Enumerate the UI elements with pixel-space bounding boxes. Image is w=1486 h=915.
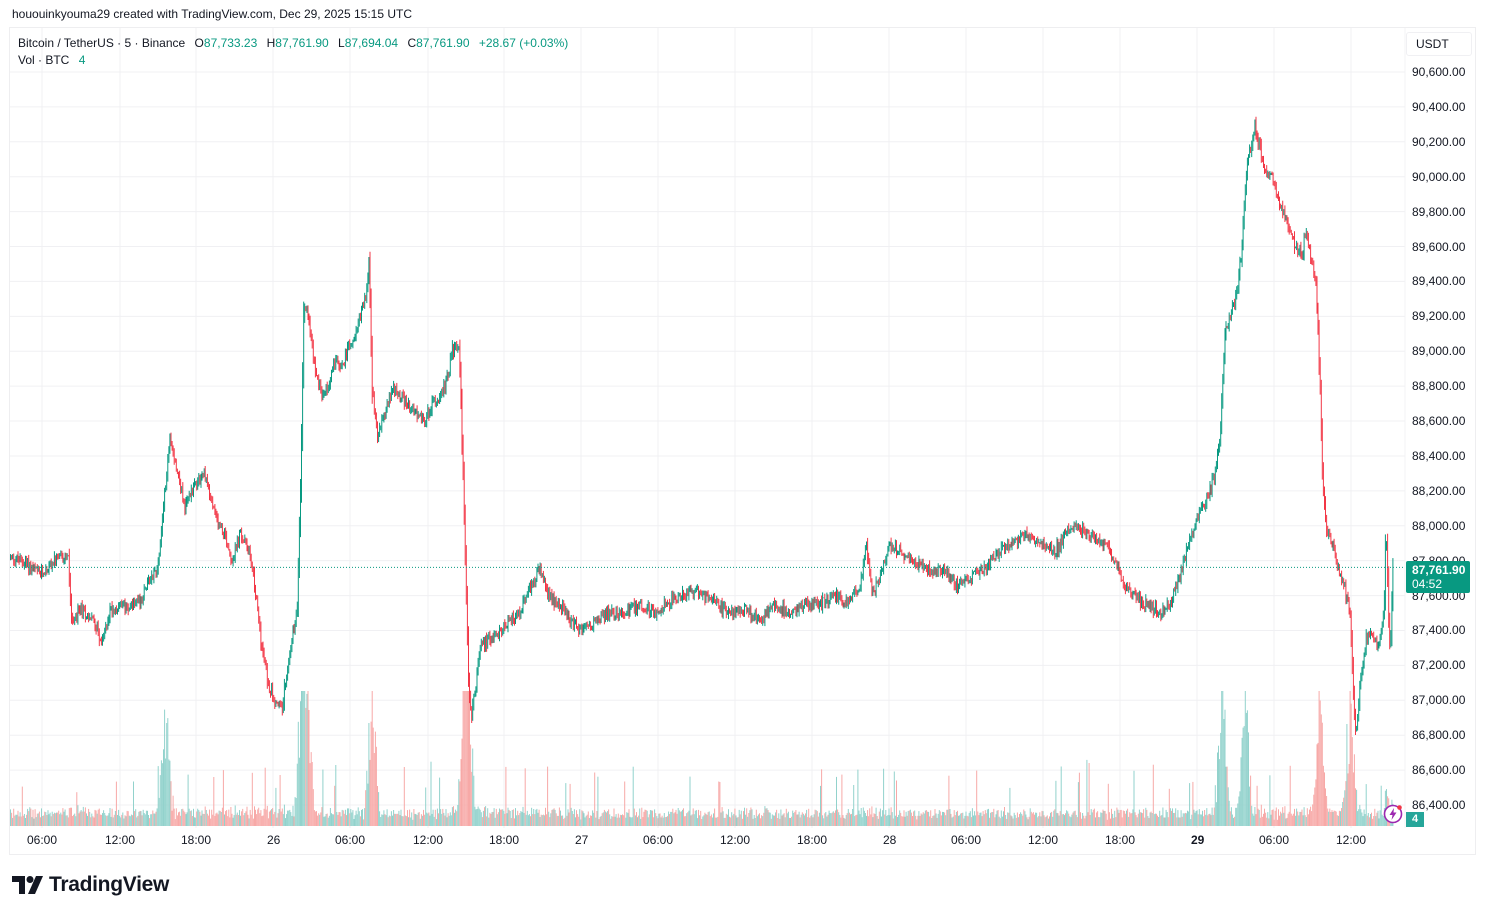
price-tick-label: 90,400.00 [1412, 99, 1466, 114]
time-tick-label: 27 [575, 833, 589, 847]
price-tick-label: 88,600.00 [1412, 414, 1466, 429]
price-tick-label: 88,400.00 [1412, 448, 1466, 463]
time-tick-label: 28 [883, 833, 897, 847]
chart-legend: Bitcoin / TetherUS · 5 · Binance O87,733… [18, 35, 568, 69]
time-tick-label: 18:00 [489, 833, 520, 847]
time-tick-label: 06:00 [951, 833, 982, 847]
tradingview-wordmark: TradingView [49, 873, 170, 896]
price-tick-label: 89,200.00 [1412, 309, 1466, 324]
time-tick-label: 06:00 [643, 833, 674, 847]
price-tick-label: 88,000.00 [1412, 518, 1466, 533]
change-value: +28.67 (+0.03%) [478, 36, 569, 50]
price-tick-label: 86,800.00 [1412, 728, 1466, 743]
last-price-badge: 87,761.90 04:52 [1406, 561, 1470, 593]
open-value: 87,733.23 [203, 36, 258, 50]
price-tick-label: 89,600.00 [1412, 239, 1466, 254]
time-tick-label: 06:00 [1259, 833, 1290, 847]
time-tick-label: 12:00 [1028, 833, 1059, 847]
time-tick-label: 12:00 [413, 833, 444, 847]
time-tick-label: 29 [1191, 833, 1205, 847]
price-tick-label: 90,200.00 [1412, 134, 1466, 149]
time-tick-label: 26 [267, 833, 281, 847]
time-tick-label: 18:00 [1105, 833, 1136, 847]
time-tick-label: 12:00 [1336, 833, 1367, 847]
candlestick-series [10, 116, 1394, 735]
symbol-title[interactable]: Bitcoin / TetherUS · 5 · Binance [18, 36, 186, 50]
ohlc-row: Bitcoin / TetherUS · 5 · Binance O87,733… [18, 35, 568, 52]
time-tick-label: 06:00 [27, 833, 58, 847]
tradingview-logo-icon [12, 876, 43, 894]
time-tick-label: 18:00 [181, 833, 212, 847]
last-price-value: 87,761.90 [1412, 563, 1466, 577]
price-tick-label: 89,000.00 [1412, 344, 1466, 359]
volume-value: 4 [78, 53, 86, 67]
attribution-text: hououinkyouma29 created with TradingView… [12, 7, 413, 21]
price-tick-label: 90,000.00 [1412, 169, 1466, 184]
chart-frame [9, 27, 1476, 855]
price-tick-label: 90,600.00 [1412, 65, 1466, 79]
volume-bars [10, 691, 1394, 826]
time-tick-label: 12:00 [105, 833, 136, 847]
price-tick-label: 87,000.00 [1412, 693, 1466, 708]
volume-badge: 4 [1406, 812, 1424, 827]
lightning-alert-icon[interactable] [1383, 804, 1403, 824]
price-tick-label: 89,400.00 [1412, 274, 1466, 289]
currency-button[interactable]: USDT [1406, 32, 1472, 56]
close-label: C [407, 36, 417, 50]
bar-countdown: 04:52 [1412, 577, 1443, 591]
high-value: 87,761.90 [275, 36, 329, 50]
volume-row: Vol · BTC 4 [18, 52, 568, 69]
low-label: L [338, 36, 345, 50]
high-label: H [266, 36, 276, 50]
price-tick-label: 86,400.00 [1412, 798, 1466, 812]
volume-title[interactable]: Vol · BTC [18, 53, 70, 67]
time-tick-label: 18:00 [797, 833, 828, 847]
time-tick-label: 06:00 [335, 833, 366, 847]
open-label: O [194, 36, 204, 50]
close-value: 87,761.90 [416, 36, 470, 50]
tradingview-logo[interactable]: TradingView [12, 873, 169, 897]
price-tick-label: 88,200.00 [1412, 483, 1466, 498]
low-value: 87,694.04 [344, 36, 399, 50]
price-tick-label: 87,200.00 [1412, 658, 1466, 673]
price-tick-label: 88,800.00 [1412, 379, 1466, 394]
price-tick-label: 86,600.00 [1412, 763, 1466, 778]
price-tick-label: 89,800.00 [1412, 204, 1466, 219]
chart-grid [10, 28, 1405, 828]
time-tick-label: 12:00 [720, 833, 751, 847]
price-tick-label: 87,400.00 [1412, 623, 1466, 638]
